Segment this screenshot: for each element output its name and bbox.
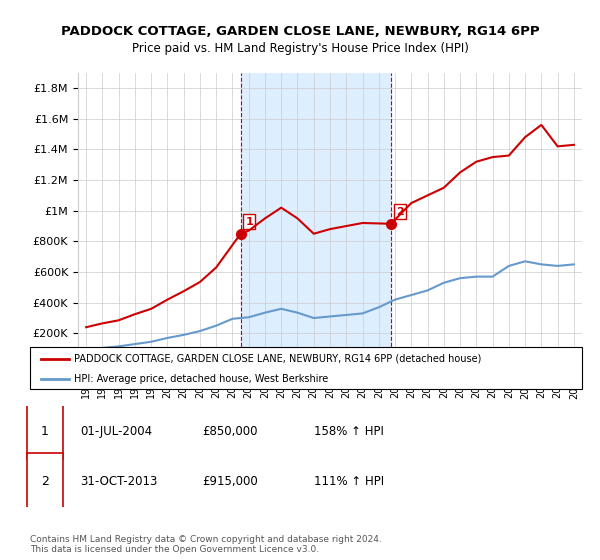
FancyBboxPatch shape: [30, 347, 582, 389]
Text: HPI: Average price, detached house, West Berkshire: HPI: Average price, detached house, West…: [74, 374, 328, 384]
Text: PADDOCK COTTAGE, GARDEN CLOSE LANE, NEWBURY, RG14 6PP: PADDOCK COTTAGE, GARDEN CLOSE LANE, NEWB…: [61, 25, 539, 38]
Text: 01-JUL-2004: 01-JUL-2004: [80, 424, 152, 438]
FancyBboxPatch shape: [27, 454, 63, 510]
Text: 2: 2: [396, 207, 404, 217]
Text: 1: 1: [245, 217, 253, 227]
Text: 111% ↑ HPI: 111% ↑ HPI: [314, 475, 384, 488]
Text: PADDOCK COTTAGE, GARDEN CLOSE LANE, NEWBURY, RG14 6PP (detached house): PADDOCK COTTAGE, GARDEN CLOSE LANE, NEWB…: [74, 354, 482, 364]
Text: £915,000: £915,000: [203, 475, 259, 488]
Bar: [241, 73, 391, 364]
Text: 158% ↑ HPI: 158% ↑ HPI: [314, 424, 384, 438]
Text: 31-OCT-2013: 31-OCT-2013: [80, 475, 157, 488]
Text: 2: 2: [41, 475, 49, 488]
Text: Contains HM Land Registry data © Crown copyright and database right 2024.
This d: Contains HM Land Registry data © Crown c…: [30, 535, 382, 554]
Text: £850,000: £850,000: [203, 424, 258, 438]
Text: Price paid vs. HM Land Registry's House Price Index (HPI): Price paid vs. HM Land Registry's House …: [131, 42, 469, 55]
FancyBboxPatch shape: [27, 403, 63, 459]
Text: 1: 1: [41, 424, 49, 438]
